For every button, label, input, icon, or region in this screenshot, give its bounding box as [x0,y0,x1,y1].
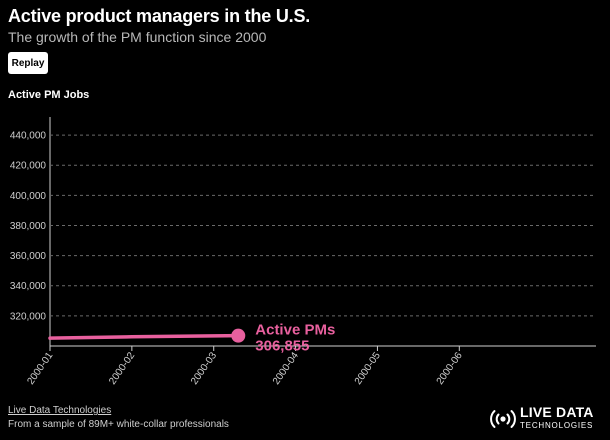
chart-subtitle: The growth of the PM function since 2000 [8,29,267,45]
line-chart: 320,000 340,000 360,000 380,000 400,000 420,0… [10,117,596,387]
y-tick-label: 440,000 [10,131,47,142]
series-end-value: 306,855 [255,338,309,355]
y-tick-label: 340,000 [10,281,47,292]
x-tick-label: 2000-05 [353,350,383,387]
logo-text-primary: LIVE DATA [520,404,594,420]
series-end-point [231,328,246,343]
x-tick-label: 2000-03 [189,350,219,387]
replay-button[interactable]: Replay [8,52,48,74]
y-tick-label: 320,000 [10,311,47,322]
x-tick-label: 2000-01 [25,350,55,387]
broadcast-icon [490,410,516,428]
logo-text-secondary: TECHNOLOGIES [520,421,594,430]
x-tick-label: 2000-02 [107,350,137,387]
x-tick-label: 2000-06 [435,350,465,387]
source-note: From a sample of 89M+ white-collar profe… [8,419,229,430]
x-tick-label: 2000-04 [271,350,301,387]
y-axis-label: Active PM Jobs [8,89,90,101]
source-link[interactable]: Live Data Technologies [8,405,112,416]
series-line [48,333,241,340]
y-tick-label: 420,000 [10,161,47,172]
y-tick-label: 380,000 [10,221,47,232]
y-tick-label: 360,000 [10,251,47,262]
chart-title: Active product managers in the U.S. [8,6,311,26]
series-end-label: Active PMs [255,322,335,339]
y-tick-label: 400,000 [10,191,47,202]
brand-logo: LIVE DATA TECHNOLOGIES [490,404,602,434]
